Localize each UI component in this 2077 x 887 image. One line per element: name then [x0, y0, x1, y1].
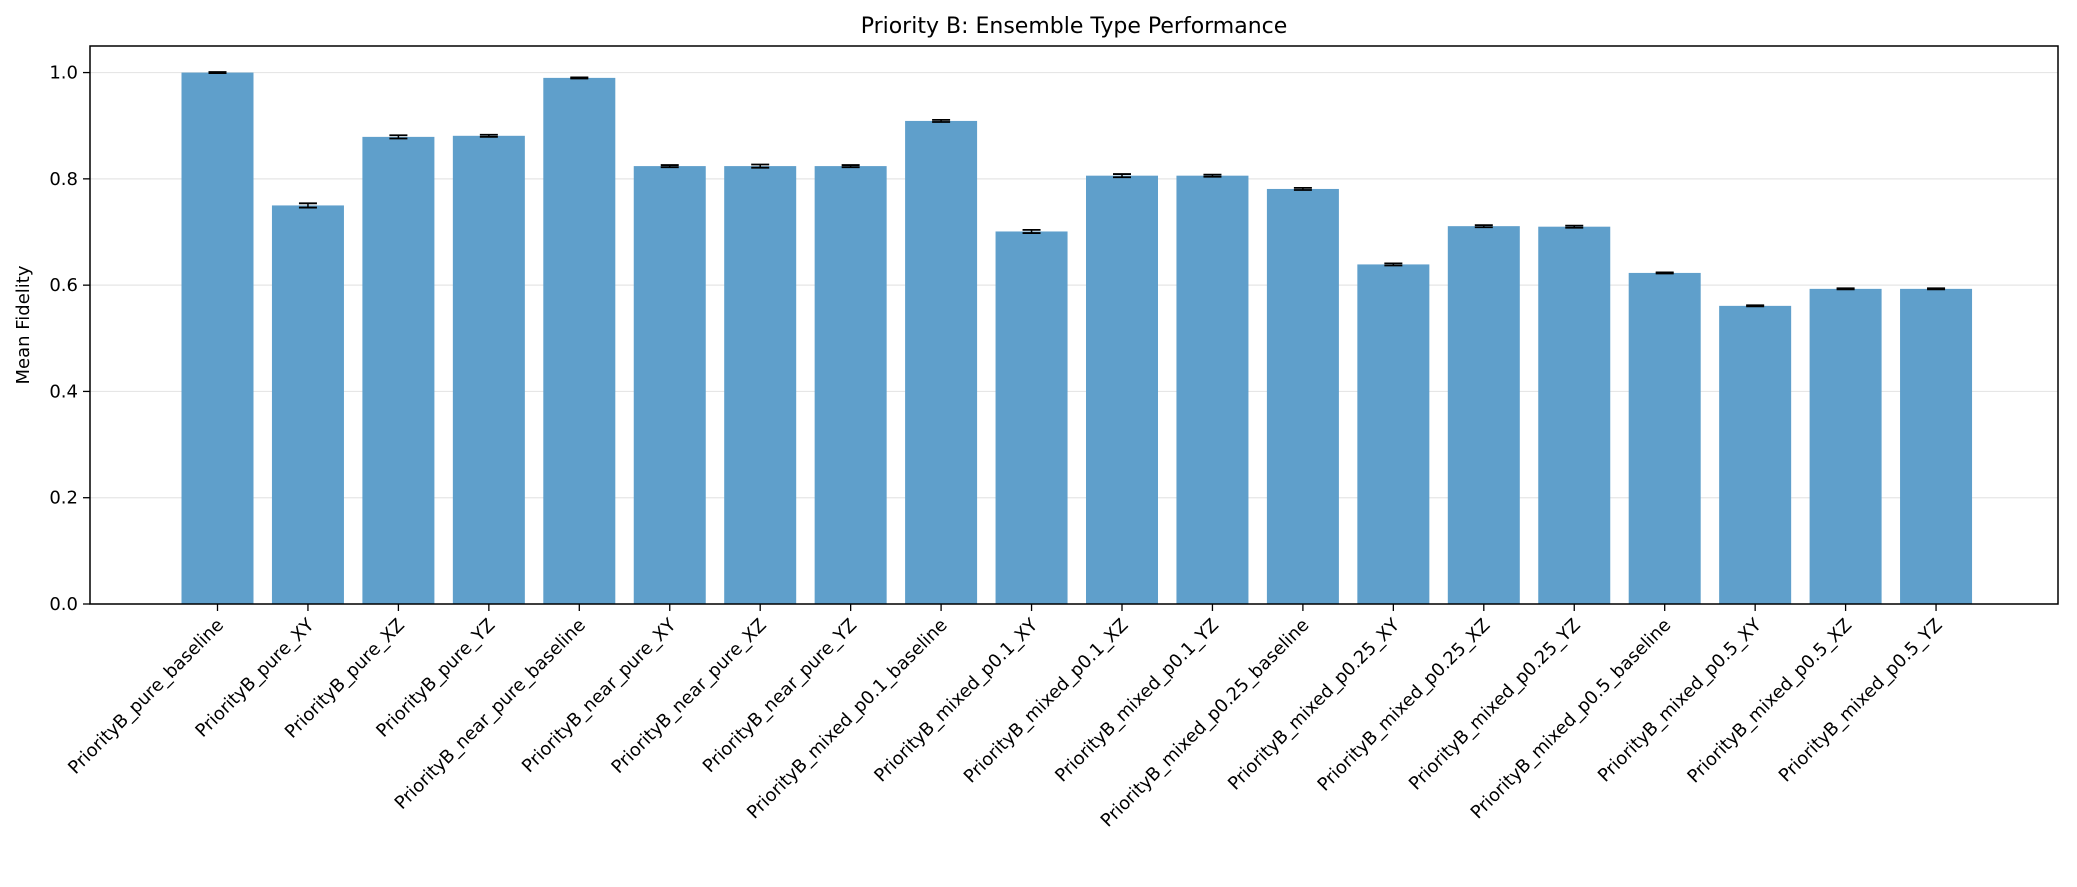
- y-axis: 0.0 0.2 0.4 0.6 0.8 1.0: [49, 63, 90, 615]
- x-tick-label: PriorityB_near_pure_XZ: [607, 615, 770, 778]
- bar: [633, 166, 706, 605]
- x-tick-label: PriorityB_mixed_p0.5_YZ: [1775, 615, 1947, 787]
- x-tick-label: PriorityB_near_pure_baseline: [391, 615, 590, 814]
- x-tick-label: PriorityB_pure_baseline: [64, 615, 228, 779]
- bar: [1809, 288, 1882, 604]
- bar: [1538, 226, 1611, 604]
- bar: [1900, 288, 1973, 604]
- bar: [1176, 175, 1249, 604]
- chart-title: Priority B: Ensemble Type Performance: [861, 14, 1288, 39]
- bar: [181, 72, 254, 605]
- bar: [905, 120, 978, 604]
- bar: [1628, 272, 1701, 604]
- bar: [724, 166, 797, 605]
- y-tick-label: 0.0: [49, 594, 78, 615]
- bar: [995, 231, 1068, 604]
- x-tick-label: PriorityB_mixed_p0.25_XZ: [1314, 615, 1495, 796]
- x-tick-label: PriorityB_mixed_p0.1_XY: [870, 614, 1042, 786]
- error-bars: [208, 71, 1946, 308]
- bar: [1447, 226, 1520, 604]
- x-tick-label: PriorityB_mixed_p0.5_XY: [1594, 614, 1766, 786]
- x-tick-label: PriorityB_mixed_p0.1_XZ: [960, 615, 1133, 788]
- bar: [1719, 305, 1792, 604]
- bars: [181, 72, 1973, 605]
- x-tick-label: PriorityB_mixed_p0.25_YZ: [1405, 615, 1585, 795]
- bar: [271, 205, 344, 604]
- y-tick-label: 0.2: [49, 488, 78, 509]
- x-tick-label: PriorityB_mixed_p0.5_baseline: [1467, 615, 1676, 824]
- bar: [1086, 175, 1158, 604]
- y-tick-label: 0.8: [49, 169, 78, 190]
- bar: [452, 135, 525, 604]
- y-tick-label: 0.6: [49, 275, 78, 296]
- bar: [814, 166, 887, 605]
- y-tick-label: 1.0: [49, 63, 78, 84]
- x-tick-label: PriorityB_mixed_p0.1_YZ: [1051, 615, 1223, 787]
- bar: [362, 136, 435, 605]
- y-tick-label: 0.4: [49, 381, 78, 402]
- x-tick-label: PriorityB_near_pure_XY: [518, 614, 681, 777]
- plot-frame: [89, 45, 2059, 605]
- x-tick-label: PriorityB_mixed_p0.25_XY: [1224, 614, 1405, 795]
- x-tick-label: PriorityB_mixed_p0.5_XZ: [1683, 615, 1856, 788]
- bar: [1266, 188, 1339, 604]
- bar: [1357, 264, 1430, 604]
- bar: [543, 77, 616, 604]
- y-axis-label: Mean Fidelity: [13, 265, 34, 384]
- x-axis: PriorityB_pure_baselinePriorityB_pure_XY…: [64, 604, 1947, 831]
- x-tick-label: PriorityB_near_pure_YZ: [699, 615, 861, 777]
- x-tick-label: PriorityB_mixed_p0.1_baseline: [743, 615, 952, 824]
